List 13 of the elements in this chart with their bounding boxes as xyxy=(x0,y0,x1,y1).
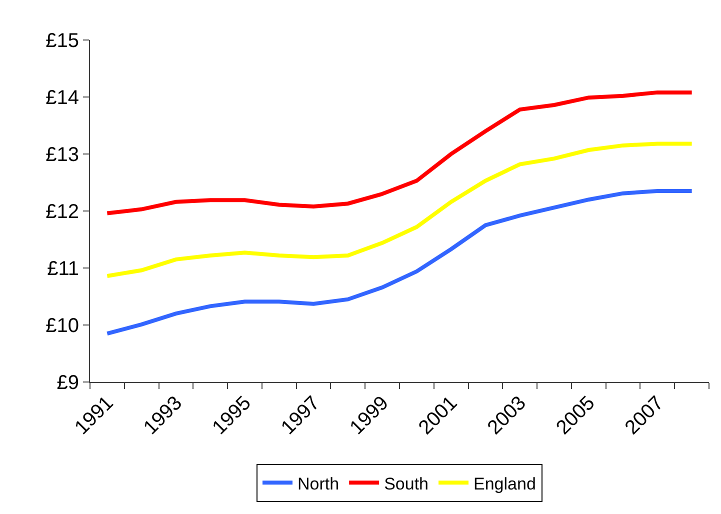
line-series xyxy=(105,90,694,216)
y-tick-label: £11 xyxy=(47,258,79,280)
line-series xyxy=(105,142,694,278)
y-tick-label: £13 xyxy=(46,144,79,166)
legend-label: North xyxy=(298,474,340,494)
legend-label: England xyxy=(474,474,536,494)
line-series xyxy=(105,189,694,336)
legend-label: South xyxy=(384,474,429,494)
y-tick-label: £9 xyxy=(56,372,79,394)
y-tick-label: £15 xyxy=(46,30,79,52)
y-tick-label: £10 xyxy=(46,315,79,337)
y-tick-label: £12 xyxy=(46,201,79,223)
y-tick-label: £14 xyxy=(46,87,79,109)
